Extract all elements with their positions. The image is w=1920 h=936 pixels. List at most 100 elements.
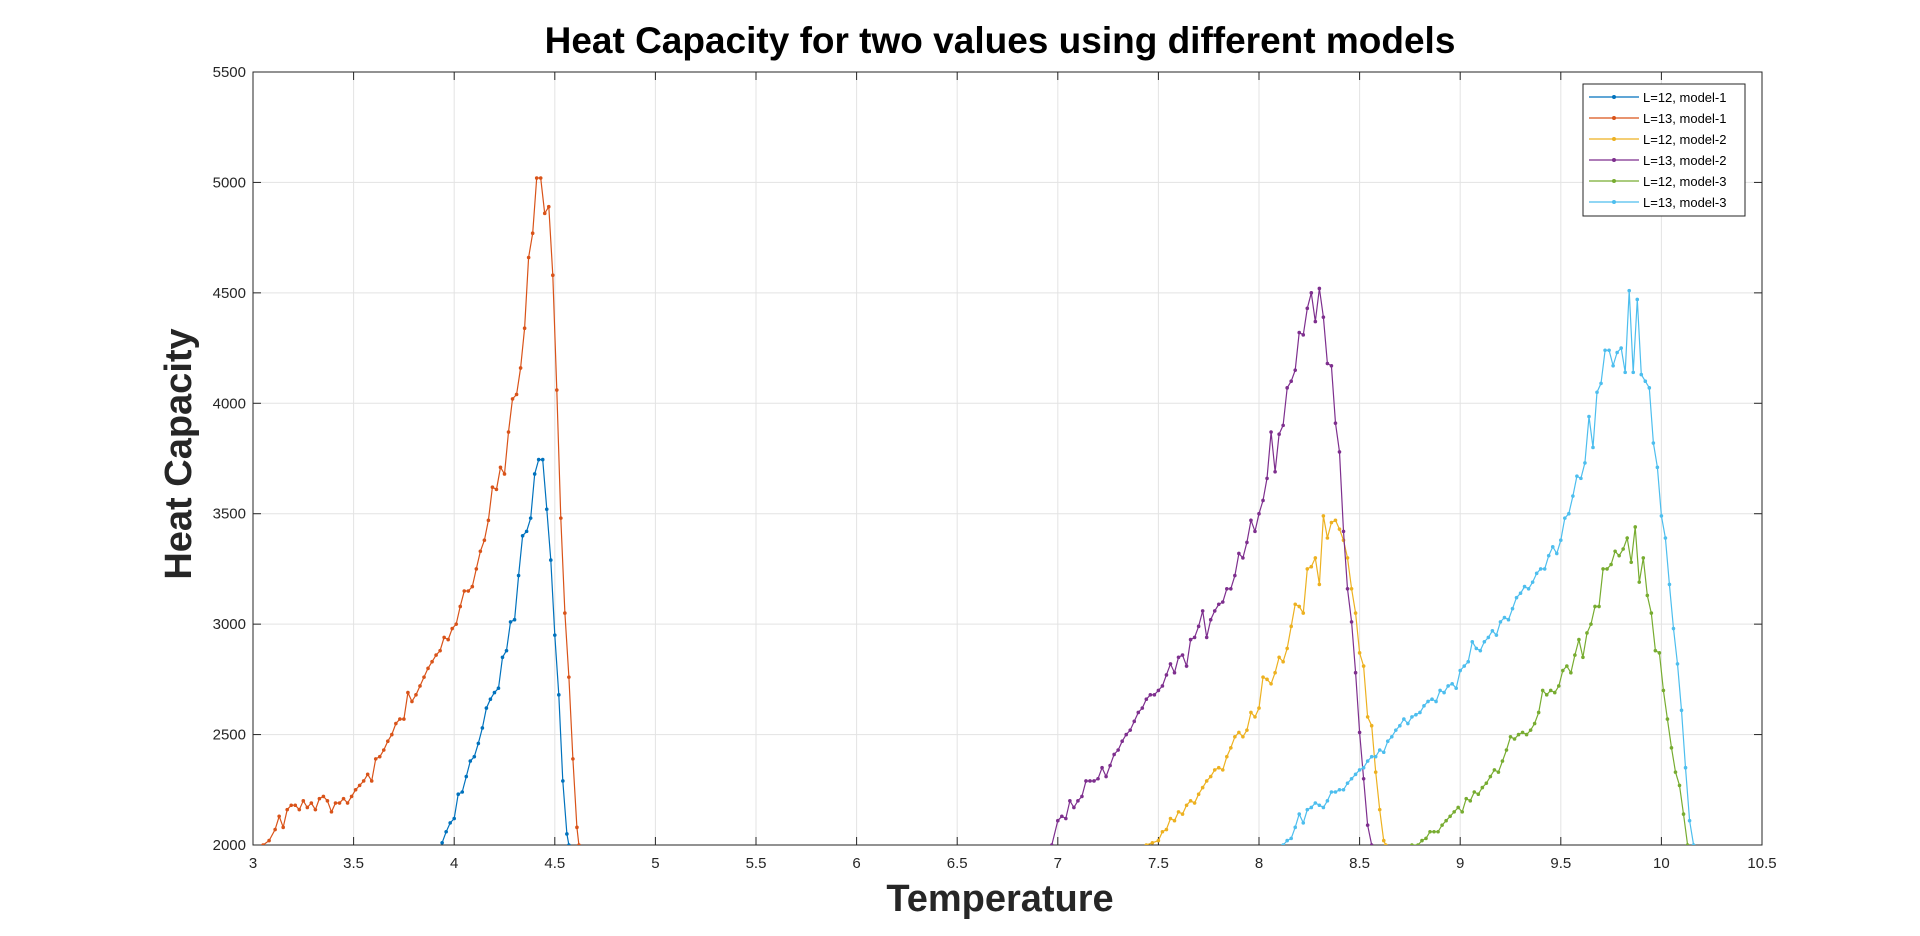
data-point <box>1369 843 1374 845</box>
data-point <box>1277 655 1281 660</box>
series-group <box>1281 288 1696 845</box>
data-point <box>1237 730 1241 735</box>
data-point <box>510 397 515 401</box>
data-point <box>1160 829 1165 834</box>
data-point <box>494 487 499 492</box>
data-point <box>1164 827 1169 832</box>
data-point <box>1641 556 1646 560</box>
data-point <box>1309 564 1314 569</box>
data-point <box>1313 319 1318 324</box>
data-point <box>1148 693 1153 697</box>
data-point <box>1573 653 1577 657</box>
data-point <box>1383 843 1388 845</box>
data-point <box>1448 814 1452 819</box>
data-point <box>470 584 475 589</box>
data-point <box>1192 635 1197 640</box>
data-point <box>1361 776 1366 781</box>
y-tick-label: 5000 <box>213 174 246 191</box>
data-point <box>1365 715 1370 719</box>
data-point <box>1220 600 1225 604</box>
data-point <box>1462 664 1467 668</box>
x-tick-label: 10.5 <box>1747 855 1776 872</box>
data-point <box>1309 291 1314 295</box>
data-point <box>452 816 457 821</box>
data-point <box>567 675 571 679</box>
data-point <box>1329 790 1334 794</box>
data-point <box>1216 765 1221 770</box>
data-point <box>557 693 561 697</box>
data-point <box>1265 476 1269 481</box>
data-point <box>1559 538 1563 543</box>
data-point <box>559 516 563 520</box>
data-point <box>1424 836 1428 841</box>
data-point <box>1687 818 1692 823</box>
data-point <box>478 549 483 554</box>
y-tick-label: 2500 <box>213 727 246 744</box>
data-point <box>1470 640 1475 644</box>
data-point <box>1526 587 1531 591</box>
legend-marker <box>1612 179 1616 183</box>
data-point <box>555 388 559 392</box>
data-point <box>1679 708 1684 713</box>
data-point <box>1482 640 1487 644</box>
data-point <box>550 273 555 277</box>
data-point <box>1649 611 1654 615</box>
data-point <box>1317 286 1322 291</box>
series-group <box>261 176 581 845</box>
data-point <box>1237 551 1241 556</box>
data-point <box>398 717 402 721</box>
data-point <box>1180 653 1185 657</box>
data-point <box>1373 754 1378 759</box>
data-point <box>565 832 569 836</box>
data-point <box>1220 768 1225 772</box>
x-tick-label: 10 <box>1653 855 1670 872</box>
data-point <box>1285 386 1289 390</box>
data-point <box>1585 631 1589 635</box>
data-point <box>1389 734 1394 739</box>
data-point <box>544 507 549 512</box>
data-point <box>1426 699 1430 704</box>
data-point <box>1229 746 1233 750</box>
data-point <box>561 779 565 783</box>
data-point <box>1325 361 1330 366</box>
data-point <box>1233 573 1237 578</box>
data-point <box>1534 571 1539 576</box>
data-point <box>309 801 314 805</box>
data-point <box>1150 840 1155 845</box>
x-tick-label: 9 <box>1456 855 1464 872</box>
data-point <box>1452 810 1456 814</box>
data-series <box>261 176 1696 845</box>
data-point <box>1438 688 1442 693</box>
data-point <box>1480 785 1485 790</box>
data-point <box>1249 518 1253 523</box>
data-point <box>293 803 298 808</box>
data-point <box>571 757 575 761</box>
data-point <box>1681 812 1686 816</box>
data-point <box>1520 730 1525 735</box>
data-point <box>261 843 265 845</box>
data-point <box>536 457 541 462</box>
data-point <box>1522 584 1527 589</box>
data-point <box>446 637 450 642</box>
data-point <box>498 465 503 470</box>
y-tick-label: 5500 <box>213 64 246 81</box>
data-point <box>1349 587 1354 591</box>
legend-label: L=12, model-1 <box>1643 90 1726 105</box>
data-point <box>1528 728 1533 732</box>
data-point <box>512 617 517 622</box>
data-point <box>1104 774 1108 779</box>
data-point <box>1532 721 1537 726</box>
data-point <box>1621 547 1625 551</box>
data-point <box>297 807 302 812</box>
data-point <box>1619 346 1623 350</box>
x-tick-label: 8 <box>1255 855 1263 872</box>
data-point <box>273 827 277 832</box>
y-tick-label: 3500 <box>213 506 246 523</box>
data-point <box>472 754 477 759</box>
data-point <box>1301 821 1306 825</box>
data-point <box>1369 754 1374 759</box>
data-point <box>1084 779 1088 783</box>
data-point <box>289 803 294 808</box>
data-point <box>1136 710 1141 715</box>
data-point <box>1168 816 1173 821</box>
